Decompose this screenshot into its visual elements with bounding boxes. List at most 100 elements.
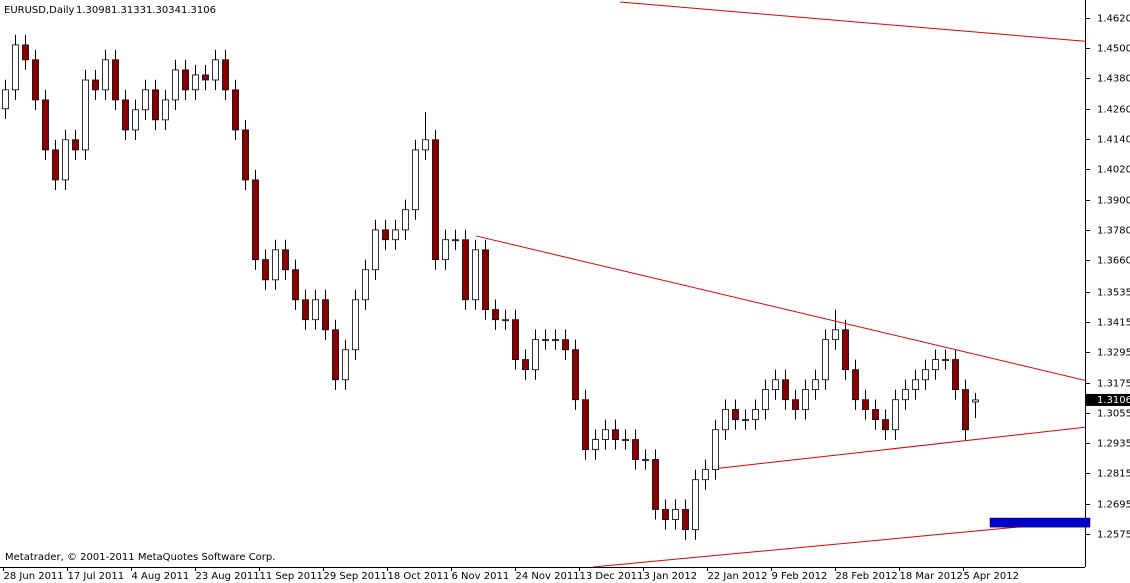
candle-body [622, 439, 629, 441]
candle-body [792, 399, 799, 410]
candle-body [612, 429, 619, 440]
candle-body [672, 509, 679, 520]
rectangle-object [989, 517, 1091, 528]
header: EURUSD,Daily 1.3098 1.3133 1.3034 1.3106 [4, 5, 216, 16]
candle-body [362, 269, 369, 301]
candle-body [892, 399, 899, 431]
candle-body [642, 459, 649, 461]
footer: Metatrader, © 2001-2011 MetaQuotes Softw… [5, 552, 275, 563]
candle-body [282, 249, 289, 271]
candle-body [342, 349, 349, 381]
candle-body [912, 379, 919, 391]
candle-body [32, 59, 39, 101]
candle-body [42, 99, 49, 151]
candle-body [152, 89, 159, 121]
trend-line [619, 1, 1085, 42]
candle-body [22, 44, 29, 61]
candle-body [242, 129, 249, 181]
candle-body [432, 139, 439, 261]
candle-body [872, 409, 879, 421]
candle-body [652, 459, 659, 510]
candle-body [312, 299, 319, 321]
y-tick-label: 1.4020 [1097, 165, 1130, 176]
candle-body [202, 74, 209, 81]
candle-body [82, 79, 89, 151]
candle-body [182, 69, 189, 91]
candle-body [422, 139, 429, 151]
candle-body [532, 339, 539, 371]
candle-body [842, 329, 849, 371]
trend-line [475, 235, 1085, 381]
candle-body [2, 89, 9, 110]
candle-body [932, 359, 939, 371]
y-tick-label: 1.4620 [1097, 14, 1130, 25]
candle-body [962, 389, 969, 431]
candle-body [802, 389, 809, 410]
candle-body [262, 259, 269, 281]
candle-body [112, 59, 119, 101]
candle-body [302, 299, 309, 321]
candle-body [172, 69, 179, 101]
candle-body [712, 429, 719, 470]
candle-body [12, 44, 19, 91]
candle-body [552, 339, 559, 342]
x-tick-label: 17 Jul 2011 [68, 571, 125, 582]
candle-body [102, 59, 109, 91]
candle-body [352, 299, 359, 351]
candle-body [752, 409, 759, 421]
x-tick-label: 24 Nov 2011 [516, 571, 580, 582]
candle-body [132, 109, 139, 131]
candle-body [762, 389, 769, 410]
y-tick-label: 1.3900 [1097, 196, 1130, 207]
candle-body [772, 379, 779, 391]
candle-body [602, 429, 609, 440]
candle-body [782, 379, 789, 401]
candle-body [292, 269, 299, 301]
y-tick-label: 1.4500 [1097, 44, 1130, 55]
candle-body [192, 74, 199, 91]
x-tick-label: 4 Aug 2011 [132, 571, 190, 582]
candle-body [952, 359, 959, 391]
candle-body [562, 339, 569, 351]
x-tick-label: 9 Feb 2012 [772, 571, 828, 582]
x-tick-label: 11 Sep 2011 [260, 571, 323, 582]
candle-body [472, 249, 479, 301]
candle-body [942, 359, 949, 361]
price-tag-label: 1.3106 [1097, 395, 1130, 406]
x-tick-label: 13 Dec 2011 [580, 571, 644, 582]
candle-body [412, 149, 419, 211]
x-tick-label: 6 Nov 2011 [452, 571, 510, 582]
trend-line [592, 520, 1085, 567]
candle-body [272, 249, 279, 281]
candle-body [582, 399, 589, 451]
candle-body [52, 149, 59, 181]
candle-body [522, 359, 529, 371]
candle-body [212, 59, 219, 81]
candle-body [482, 249, 489, 311]
candle-body [462, 239, 469, 301]
y-tick-label: 1.2575 [1097, 530, 1130, 541]
candle-body [72, 139, 79, 151]
candle-body [822, 339, 829, 381]
x-tick-label: 3 Jan 2012 [644, 571, 698, 582]
candle-body [222, 59, 229, 91]
y-tick-label: 1.3780 [1097, 226, 1130, 237]
candle-body [812, 379, 819, 391]
candle-body [322, 299, 329, 331]
y-tick-label: 1.4140 [1097, 135, 1130, 146]
x-tick-label: 23 Aug 2011 [196, 571, 260, 582]
symbol: EURUSD,Daily [4, 5, 75, 16]
x-tick-label: 18 Mar 2012 [900, 571, 963, 582]
candle-body [162, 99, 169, 121]
y-tick-label: 1.2815 [1097, 469, 1130, 480]
x-tick-label: 29 Sep 2011 [324, 571, 387, 582]
candle-body [382, 229, 389, 241]
y-tick-label: 1.2695 [1097, 500, 1130, 511]
candle-body [722, 409, 729, 431]
candle-body [492, 309, 499, 321]
quote-low: 1.3034 [146, 5, 181, 16]
price-tag [1086, 393, 1130, 406]
candle-body [332, 329, 339, 381]
y-tick-label: 1.3535 [1097, 288, 1130, 299]
quote-high: 1.3133 [111, 5, 146, 16]
